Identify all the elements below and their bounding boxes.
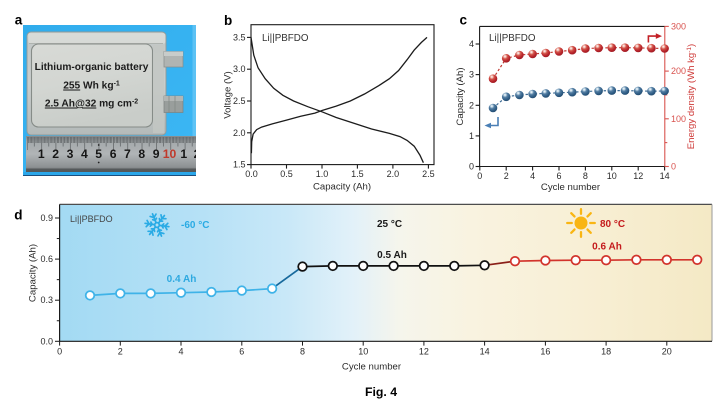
svg-text:18: 18 [601, 347, 611, 357]
svg-text:Energy density (Wh kg-1): Energy density (Wh kg-1) [686, 44, 697, 150]
svg-text:20: 20 [662, 347, 672, 357]
svg-text:255 Wh kg-1: 255 Wh kg-1 [63, 80, 120, 91]
svg-text:2.5: 2.5 [233, 96, 246, 106]
svg-text:0.0: 0.0 [245, 169, 258, 179]
svg-text:1: 1 [180, 147, 187, 161]
svg-text:7: 7 [124, 147, 131, 161]
svg-text:0.6 Ah: 0.6 Ah [592, 242, 622, 253]
svg-text:10: 10 [163, 147, 177, 161]
svg-text:Li||PBFDO: Li||PBFDO [489, 33, 536, 44]
svg-text:0.3: 0.3 [40, 295, 53, 305]
svg-text:12: 12 [633, 171, 643, 181]
svg-text:2: 2 [469, 100, 474, 110]
svg-text:Cycle number: Cycle number [342, 362, 402, 373]
svg-text:100: 100 [671, 114, 686, 124]
svg-text:2.0: 2.0 [387, 169, 400, 179]
svg-text:10: 10 [607, 171, 617, 181]
svg-text:1: 1 [38, 147, 45, 161]
svg-text:Voltage (V): Voltage (V) [223, 71, 234, 118]
svg-text:80 °C: 80 °C [600, 219, 625, 230]
svg-text:2.5 Ah@32 mg cm-2: 2.5 Ah@32 mg cm-2 [45, 98, 138, 109]
svg-text:0: 0 [671, 162, 676, 172]
svg-text:a: a [15, 13, 23, 28]
svg-text:c: c [460, 13, 468, 28]
svg-text:300: 300 [671, 21, 686, 31]
svg-text:4: 4 [469, 39, 474, 49]
svg-text:0.5 Ah: 0.5 Ah [377, 250, 407, 261]
svg-text:2.5: 2.5 [422, 169, 435, 179]
svg-text:6: 6 [239, 347, 244, 357]
svg-text:Li||PBFDO: Li||PBFDO [262, 33, 309, 44]
svg-text:Lithium-organic battery: Lithium-organic battery [35, 62, 149, 73]
svg-text:2: 2 [52, 147, 59, 161]
svg-text:3: 3 [67, 147, 74, 161]
svg-text:6: 6 [110, 147, 117, 161]
svg-text:Cycle number: Cycle number [541, 182, 601, 193]
svg-text:0: 0 [469, 162, 474, 172]
svg-text:200: 200 [671, 66, 686, 76]
svg-text:0.6: 0.6 [40, 254, 53, 264]
svg-text:9: 9 [153, 147, 160, 161]
svg-text:8: 8 [300, 347, 305, 357]
svg-text:b: b [224, 13, 232, 28]
svg-text:Capacity (Ah): Capacity (Ah) [455, 67, 466, 125]
svg-text:0: 0 [477, 171, 482, 181]
svg-text:d: d [14, 207, 22, 222]
svg-text:1: 1 [469, 131, 474, 141]
svg-text:8: 8 [138, 147, 145, 161]
svg-text:2: 2 [194, 147, 201, 161]
svg-text:10: 10 [358, 347, 368, 357]
svg-text:1.5: 1.5 [351, 169, 364, 179]
svg-text:14: 14 [660, 171, 670, 181]
svg-text:Fig. 4: Fig. 4 [365, 385, 397, 399]
svg-text:Capacity (Ah): Capacity (Ah) [28, 244, 39, 302]
svg-text:2: 2 [504, 171, 509, 181]
svg-text:4: 4 [530, 171, 535, 181]
svg-text:3.5: 3.5 [233, 32, 246, 42]
svg-text:Li||PBFDO: Li||PBFDO [70, 214, 113, 224]
svg-text:12: 12 [419, 347, 429, 357]
svg-text:2.0: 2.0 [233, 128, 246, 138]
svg-text:1.5: 1.5 [233, 160, 246, 170]
svg-text:0.5: 0.5 [280, 169, 293, 179]
svg-text:2: 2 [118, 347, 123, 357]
svg-text:0.4 Ah: 0.4 Ah [167, 274, 197, 285]
svg-text:-60 °C: -60 °C [181, 220, 209, 231]
svg-text:0: 0 [57, 347, 62, 357]
svg-text:0.0: 0.0 [40, 336, 53, 346]
svg-text:1.0: 1.0 [316, 169, 329, 179]
svg-text:3.0: 3.0 [233, 64, 246, 74]
svg-text:0.9: 0.9 [40, 213, 53, 223]
svg-text:4: 4 [178, 347, 183, 357]
svg-text:3: 3 [469, 70, 474, 80]
svg-text:8: 8 [583, 171, 588, 181]
svg-text:14: 14 [480, 347, 490, 357]
svg-text:Capacity (Ah): Capacity (Ah) [313, 182, 371, 193]
svg-text:5: 5 [95, 147, 102, 161]
svg-text:16: 16 [540, 347, 550, 357]
svg-text:25 °C: 25 °C [377, 219, 402, 230]
svg-text:6: 6 [556, 171, 561, 181]
svg-text:4: 4 [81, 147, 88, 161]
